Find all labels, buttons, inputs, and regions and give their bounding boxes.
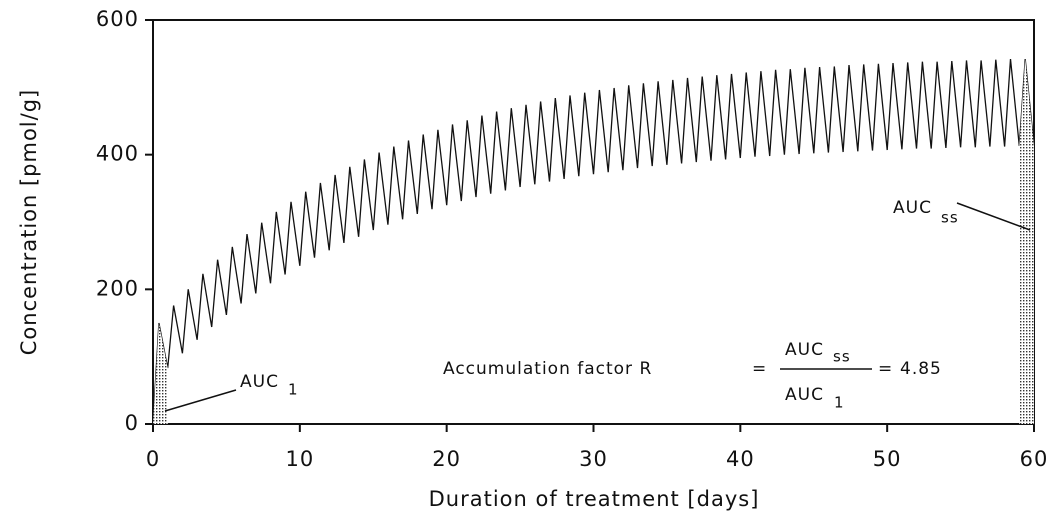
leader-line	[956, 202, 1031, 231]
x-tick-label: 20	[432, 447, 461, 471]
formula-result: 4.85	[900, 359, 942, 379]
denominator-text: AUC	[785, 385, 824, 405]
y-tick-label: 400	[96, 142, 139, 166]
formula-label: Accumulation factor R	[443, 359, 652, 379]
line	[152, 59, 1035, 425]
x-tick-label: 50	[873, 447, 902, 471]
x-tick-label: 0	[146, 447, 160, 471]
denominator-sub: 1	[834, 394, 845, 412]
formula-equals: =	[752, 359, 767, 379]
annotation-sub: ss	[941, 209, 959, 227]
auc1-annotation: AUC 1	[164, 372, 299, 412]
y-tick-label: 600	[96, 7, 139, 31]
aucss-annotation: AUC ss	[893, 198, 1031, 231]
y-tick-label: 200	[96, 276, 139, 300]
shaded-area	[1019, 59, 1034, 424]
x-tick-label: 60	[1020, 447, 1049, 471]
shaded-area	[153, 323, 168, 424]
annotation-text: AUC	[240, 372, 279, 392]
annotation-sub: 1	[288, 381, 299, 399]
x-tick-label: 10	[285, 447, 314, 471]
formula-equals: =	[878, 359, 893, 379]
numerator-text: AUC	[785, 340, 824, 360]
x-axis-label: Duration of treatment [days]	[429, 487, 760, 511]
annotation-text: AUC	[893, 198, 932, 218]
x-tick-label: 40	[726, 447, 755, 471]
leader-line	[164, 389, 237, 412]
x-tick-label: 30	[579, 447, 608, 471]
formula: Accumulation factor R = AUC ss AUC 1 = 4…	[443, 340, 942, 412]
y-axis-label: Concentration [pmol/g]	[17, 89, 41, 356]
numerator-sub: ss	[833, 348, 851, 366]
y-tick-label: 0	[125, 411, 139, 435]
